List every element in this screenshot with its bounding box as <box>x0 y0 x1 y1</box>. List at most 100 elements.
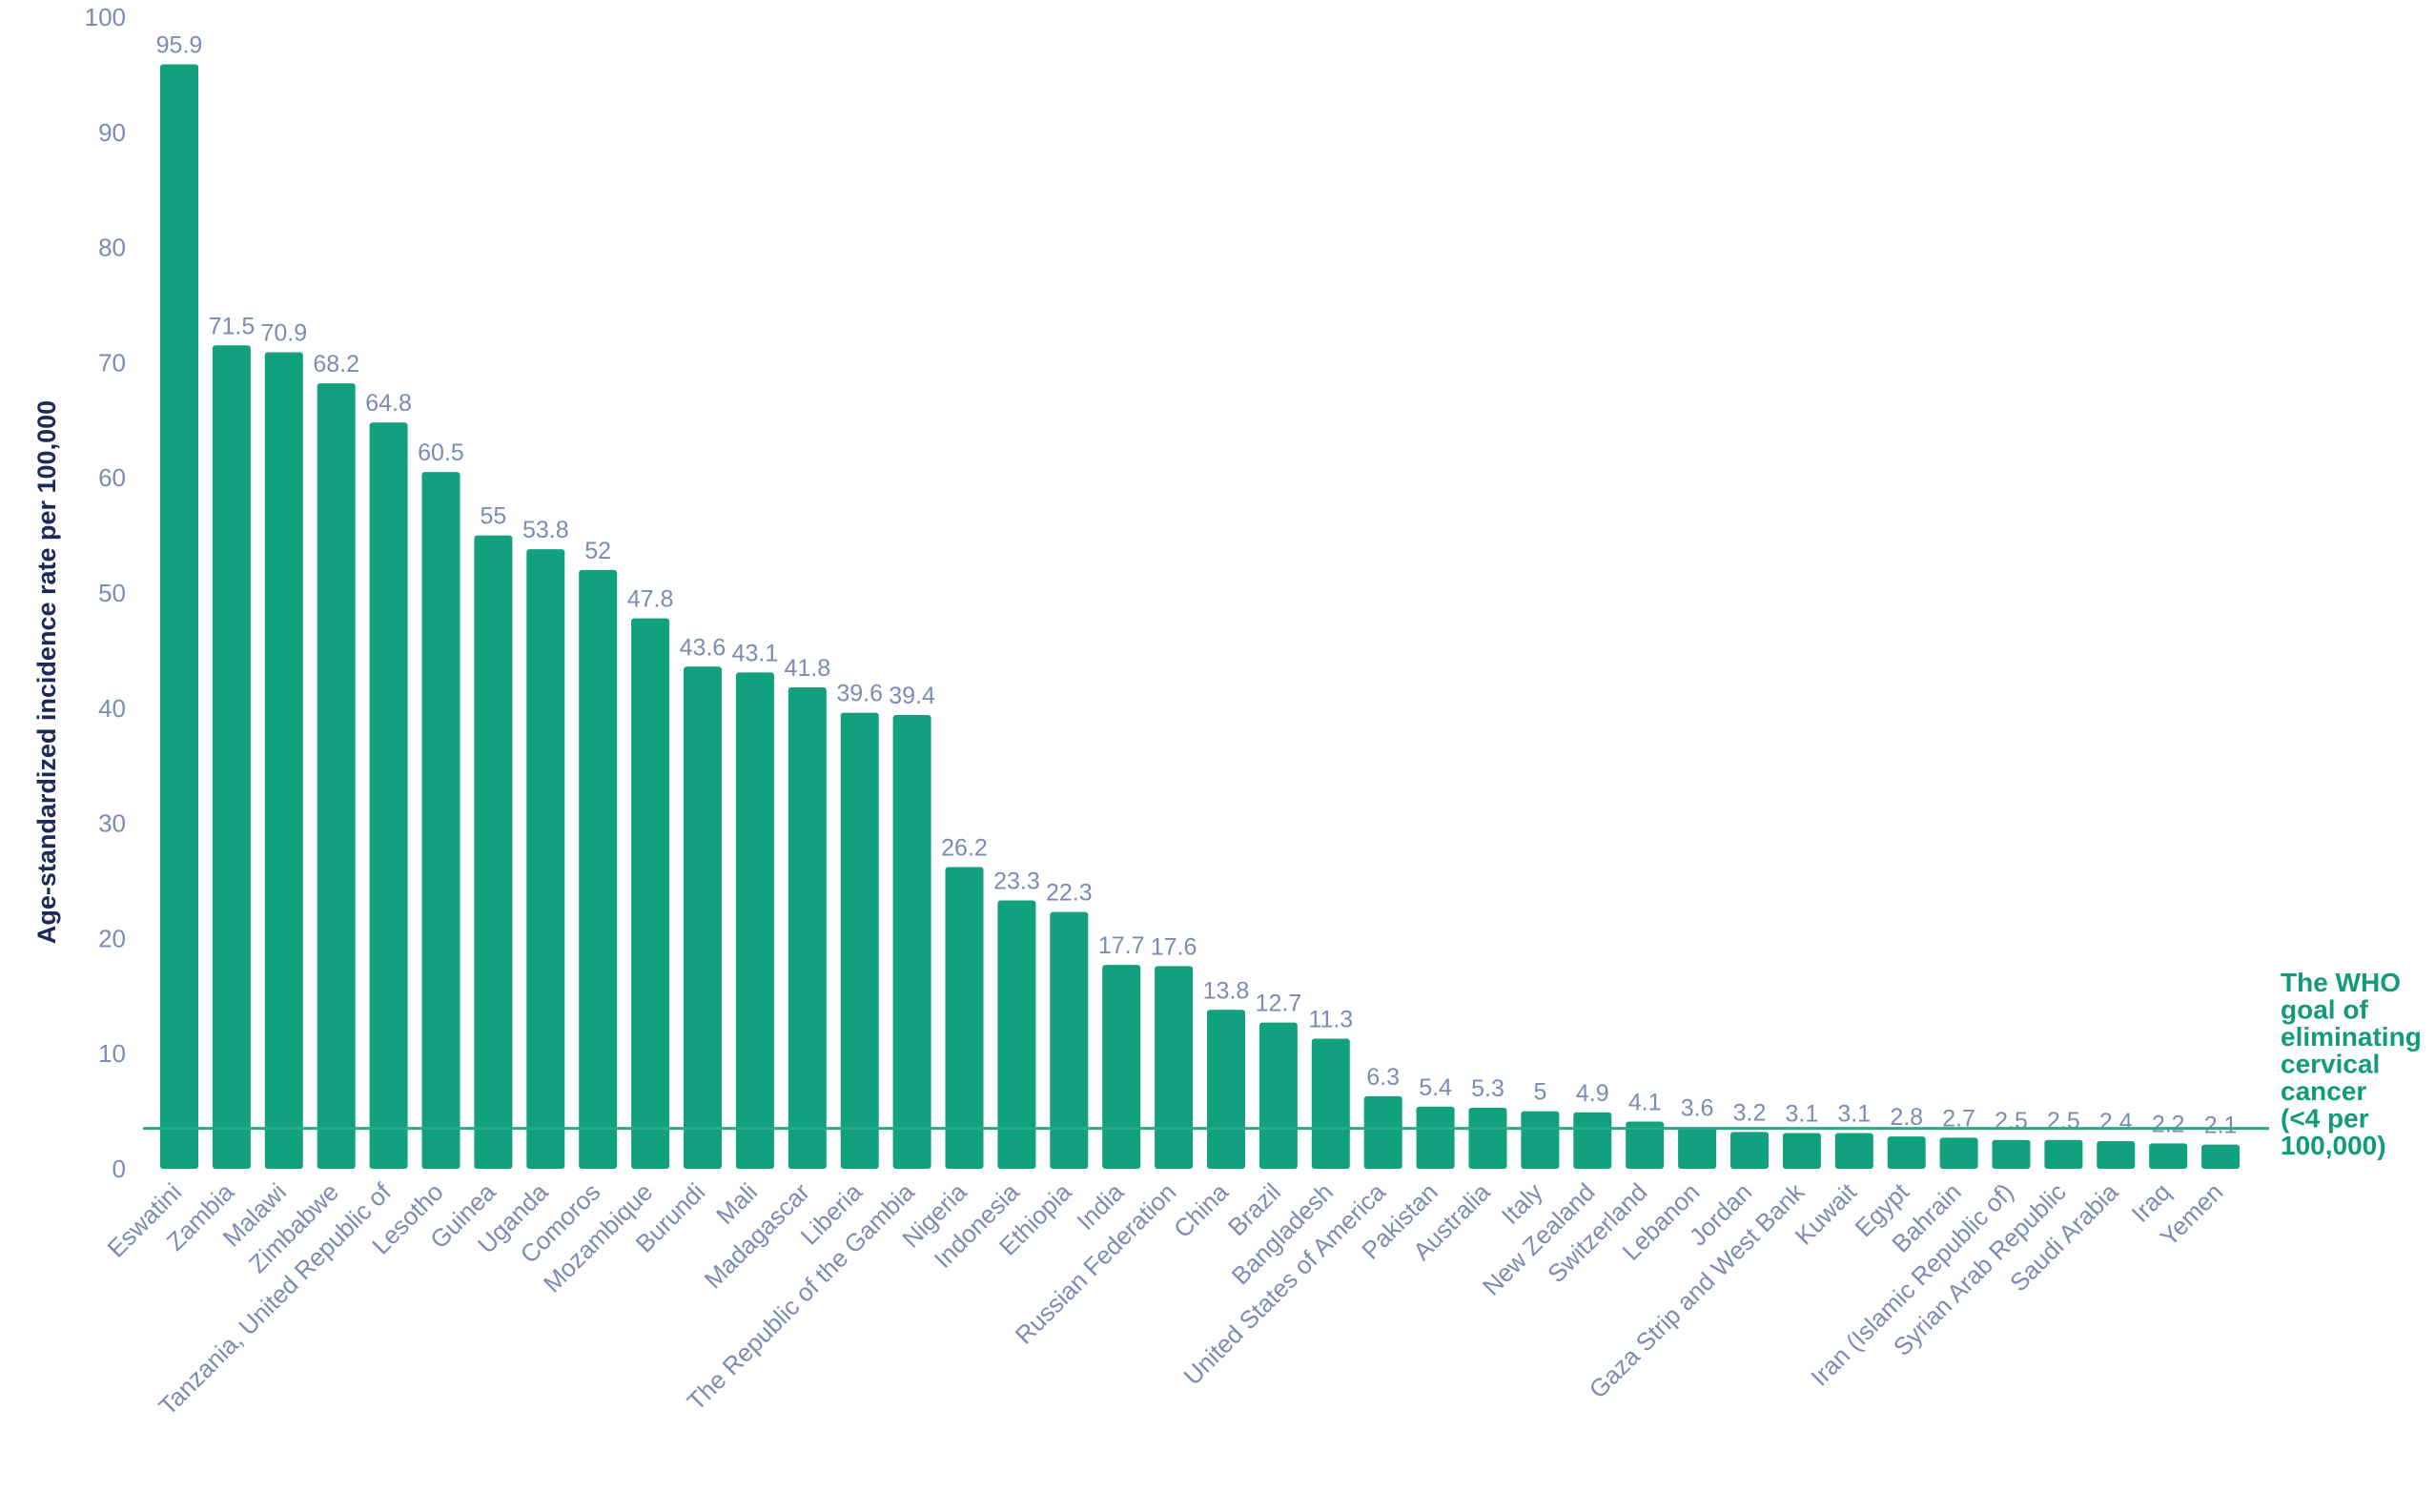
bar <box>526 549 565 1169</box>
data-label: 12.7 <box>1256 991 1302 1017</box>
data-label: 4.1 <box>1628 1089 1662 1115</box>
bar <box>2044 1139 2083 1169</box>
bar <box>474 535 513 1169</box>
bar <box>421 472 460 1169</box>
bar <box>1416 1106 1455 1169</box>
data-label: 60.5 <box>418 439 464 466</box>
data-label: 39.4 <box>889 683 935 709</box>
goal-label-line: cancer <box>2281 1076 2366 1106</box>
data-label: 17.7 <box>1098 932 1145 959</box>
y-axis-label: Age-standardized incidence rate per 100,… <box>32 400 61 944</box>
bar <box>684 666 722 1169</box>
goal-label-line: (<4 per <box>2281 1104 2369 1134</box>
bar <box>1939 1137 1978 1169</box>
data-label: 70.9 <box>260 320 307 347</box>
data-label: 3.6 <box>1681 1095 1714 1122</box>
data-label: 22.3 <box>1046 880 1093 907</box>
bar <box>1311 1038 1350 1169</box>
data-label: 2.1 <box>2204 1113 2238 1139</box>
data-label: 39.6 <box>836 681 883 707</box>
data-label: 71.5 <box>209 313 256 339</box>
y-tick-label: 40 <box>98 694 126 723</box>
data-label: 2.8 <box>1890 1104 1923 1131</box>
bar <box>317 383 356 1169</box>
data-label: 2.5 <box>1995 1108 2028 1134</box>
data-label: 4.9 <box>1576 1080 1609 1107</box>
data-label: 68.2 <box>313 351 359 378</box>
goal-label-line: cervical <box>2281 1050 2380 1079</box>
data-label: 5.4 <box>1419 1074 1452 1101</box>
bar <box>945 867 984 1169</box>
bar <box>2201 1144 2241 1169</box>
data-label: 2.4 <box>2099 1109 2133 1135</box>
data-label: 5.3 <box>1471 1075 1504 1102</box>
data-label: 6.3 <box>1366 1064 1400 1091</box>
bar <box>1363 1095 1402 1169</box>
bar <box>1782 1133 1821 1169</box>
bar <box>631 618 670 1169</box>
bar <box>212 345 251 1169</box>
bar <box>1207 1010 1245 1169</box>
data-label: 2.5 <box>2047 1108 2080 1134</box>
data-label: 3.1 <box>1786 1101 1819 1128</box>
bar <box>1834 1133 1873 1169</box>
y-tick-label: 50 <box>98 579 126 607</box>
bar <box>788 687 827 1169</box>
data-label: 43.1 <box>732 640 779 666</box>
y-tick-label: 10 <box>98 1039 126 1068</box>
bar <box>1258 1022 1298 1169</box>
data-label: 26.2 <box>941 835 988 862</box>
y-tick-label: 20 <box>98 924 126 952</box>
goal-label-line: goal of <box>2281 995 2368 1025</box>
data-label: 53.8 <box>522 517 569 543</box>
bar <box>1992 1139 2031 1169</box>
data-label: 17.6 <box>1151 933 1197 960</box>
goal-label-line: The WHO <box>2281 968 2401 997</box>
bar <box>369 422 408 1169</box>
data-labels: 95.9 71.5 70.968.264.860.5 55 53.8 52 47.843.6… <box>156 32 2238 1139</box>
y-tick-label: 100 <box>85 3 126 31</box>
bar <box>1626 1121 1665 1169</box>
bar <box>160 64 198 1170</box>
bar <box>1050 911 1089 1169</box>
data-label: 3.1 <box>1837 1101 1871 1128</box>
data-label: 2.2 <box>2152 1111 2185 1137</box>
y-tick-label: 0 <box>113 1154 126 1183</box>
data-label: 64.8 <box>365 390 412 417</box>
bar <box>579 569 618 1169</box>
data-label: 95.9 <box>156 32 203 59</box>
bar <box>1573 1112 1612 1169</box>
data-label: 55 <box>480 503 506 530</box>
bars <box>160 64 2241 1170</box>
data-label: 3.2 <box>1733 1099 1767 1126</box>
data-label: 47.8 <box>627 586 674 613</box>
data-label: 5 <box>1533 1079 1546 1106</box>
bar <box>264 352 303 1169</box>
bar <box>892 715 931 1169</box>
bar <box>840 712 879 1169</box>
bar <box>2097 1141 2136 1169</box>
data-label: 52 <box>584 538 611 564</box>
y-tick-label: 70 <box>98 348 126 377</box>
bar <box>1678 1127 1717 1169</box>
bar <box>997 900 1036 1169</box>
bar <box>1468 1107 1507 1169</box>
bar <box>1521 1111 1560 1169</box>
bar <box>1155 966 1194 1169</box>
bar <box>1730 1132 1769 1169</box>
y-axis-ticks: 0 10 20 30 40 50 60 70 80 90 100 <box>85 3 126 1183</box>
data-label: 13.8 <box>1203 977 1250 1004</box>
bar <box>1102 965 1141 1169</box>
y-tick-label: 80 <box>98 234 126 262</box>
bar <box>735 672 774 1169</box>
y-tick-label: 30 <box>98 809 126 838</box>
bar <box>2149 1143 2188 1169</box>
goal-label-line: 100,000) <box>2281 1131 2386 1160</box>
category-label: China <box>1168 1177 1235 1244</box>
bar <box>1887 1136 1926 1169</box>
y-tick-label: 60 <box>98 463 126 492</box>
data-label: 41.8 <box>784 655 830 682</box>
